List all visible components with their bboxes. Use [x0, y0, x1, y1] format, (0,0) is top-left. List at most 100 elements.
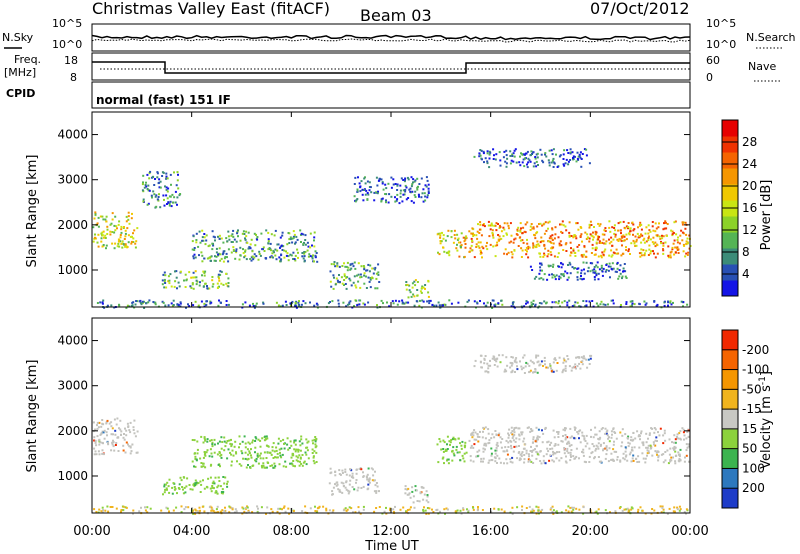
colorbar-tick-label: 4	[742, 267, 750, 281]
echo-pixel	[251, 255, 254, 258]
echo-pixel	[235, 250, 238, 253]
echo-pixel	[237, 229, 239, 232]
echo-pixel	[547, 221, 550, 224]
echo-pixel	[480, 460, 482, 463]
echo-pixel	[246, 448, 249, 451]
echo-pixel	[542, 455, 545, 458]
echo-pixel	[510, 426, 513, 429]
echo-pixel	[581, 278, 584, 281]
echo-pixel	[377, 190, 379, 193]
echo-pixel	[388, 305, 391, 308]
echo-pixel	[373, 191, 376, 194]
echo-pixel	[518, 161, 521, 164]
echo-pixel	[354, 267, 357, 270]
echo-pixel	[212, 235, 215, 238]
echo-pixel	[617, 222, 620, 225]
echo-pixel	[118, 245, 121, 248]
echo-pixel	[417, 193, 420, 196]
echo-pixel	[421, 286, 424, 289]
echo-pixel	[432, 511, 435, 513]
echo-pixel	[343, 273, 346, 276]
echo-pixel	[512, 435, 515, 438]
colorbar-tick-label: 20	[742, 179, 757, 193]
echo-pixel	[206, 449, 209, 452]
echo-pixel	[657, 226, 660, 229]
echo-pixel	[188, 271, 191, 274]
echo-pixel	[352, 476, 355, 479]
echo-pixel	[577, 432, 580, 435]
echo-pixel	[237, 235, 239, 238]
echo-pixel	[195, 481, 198, 484]
echo-pixel	[519, 453, 522, 456]
echo-pixel	[688, 234, 691, 237]
echo-pixel	[477, 506, 479, 508]
echo-pixel	[380, 200, 383, 203]
echo-pixel	[100, 510, 103, 513]
echo-pixel	[130, 240, 133, 243]
echo-pixel	[630, 508, 633, 511]
echo-pixel	[374, 287, 377, 290]
echo-pixel	[443, 462, 445, 465]
echo-pixel	[292, 236, 295, 239]
echo-pixel	[422, 300, 425, 303]
echo-pixel	[407, 197, 410, 199]
echo-pixel	[295, 459, 298, 462]
echo-pixel	[102, 230, 105, 233]
echo-pixel	[475, 234, 478, 237]
echo-pixel	[284, 300, 287, 303]
echo-pixel	[396, 303, 399, 306]
echo-pixel	[156, 198, 159, 201]
echo-pixel	[142, 200, 145, 203]
echo-pixel	[650, 427, 653, 430]
echo-pixel	[552, 265, 554, 268]
echo-pixel	[101, 441, 104, 444]
echo-pixel	[294, 254, 297, 257]
echo-pixel	[298, 300, 300, 303]
echo-pixel	[615, 270, 618, 273]
echo-pixel	[578, 155, 581, 158]
echo-pixel	[99, 301, 102, 304]
echo-pixel	[101, 511, 104, 514]
echo-pixel	[357, 262, 360, 265]
echo-pixel	[646, 452, 649, 455]
echo-pixel	[479, 300, 481, 302]
echo-pixel	[551, 273, 553, 276]
echo-pixel	[543, 244, 546, 247]
echo-pixel	[523, 354, 526, 357]
echo-pixel	[585, 358, 588, 361]
echo-pixel	[603, 229, 606, 232]
echo-pixel	[108, 422, 111, 425]
echo-pixel	[342, 301, 345, 304]
echo-pixel	[473, 365, 476, 368]
echo-pixel	[265, 457, 268, 459]
echo-pixel	[113, 418, 116, 421]
echo-pixel	[487, 220, 490, 223]
echo-pixel	[331, 490, 334, 493]
echo-pixel	[526, 238, 528, 241]
echo-pixel	[193, 276, 196, 279]
echo-pixel	[403, 193, 406, 196]
echo-pixel	[230, 241, 233, 243]
echo-pixel	[240, 450, 243, 453]
echo-pixel	[177, 304, 180, 306]
echo-pixel	[142, 174, 145, 177]
echo-pixel	[559, 154, 562, 157]
echo-pixel	[392, 302, 395, 305]
echo-pixel	[564, 438, 567, 441]
echo-pixel	[500, 230, 503, 233]
echo-pixel	[623, 458, 626, 461]
echo-pixel	[581, 434, 584, 437]
echo-pixel	[563, 164, 566, 167]
echo-pixel	[166, 197, 169, 200]
echo-pixel	[102, 453, 105, 456]
echo-pixel	[404, 184, 407, 187]
echo-pixel	[563, 449, 566, 452]
echo-pixel	[309, 255, 312, 258]
sky-right-tick-bottom: 10^0	[706, 38, 736, 51]
echo-pixel	[587, 266, 590, 269]
echo-pixel	[462, 508, 465, 511]
echo-pixel	[514, 237, 517, 240]
echo-pixel	[316, 260, 319, 263]
echo-pixel	[639, 506, 642, 509]
echo-pixel	[559, 223, 561, 226]
